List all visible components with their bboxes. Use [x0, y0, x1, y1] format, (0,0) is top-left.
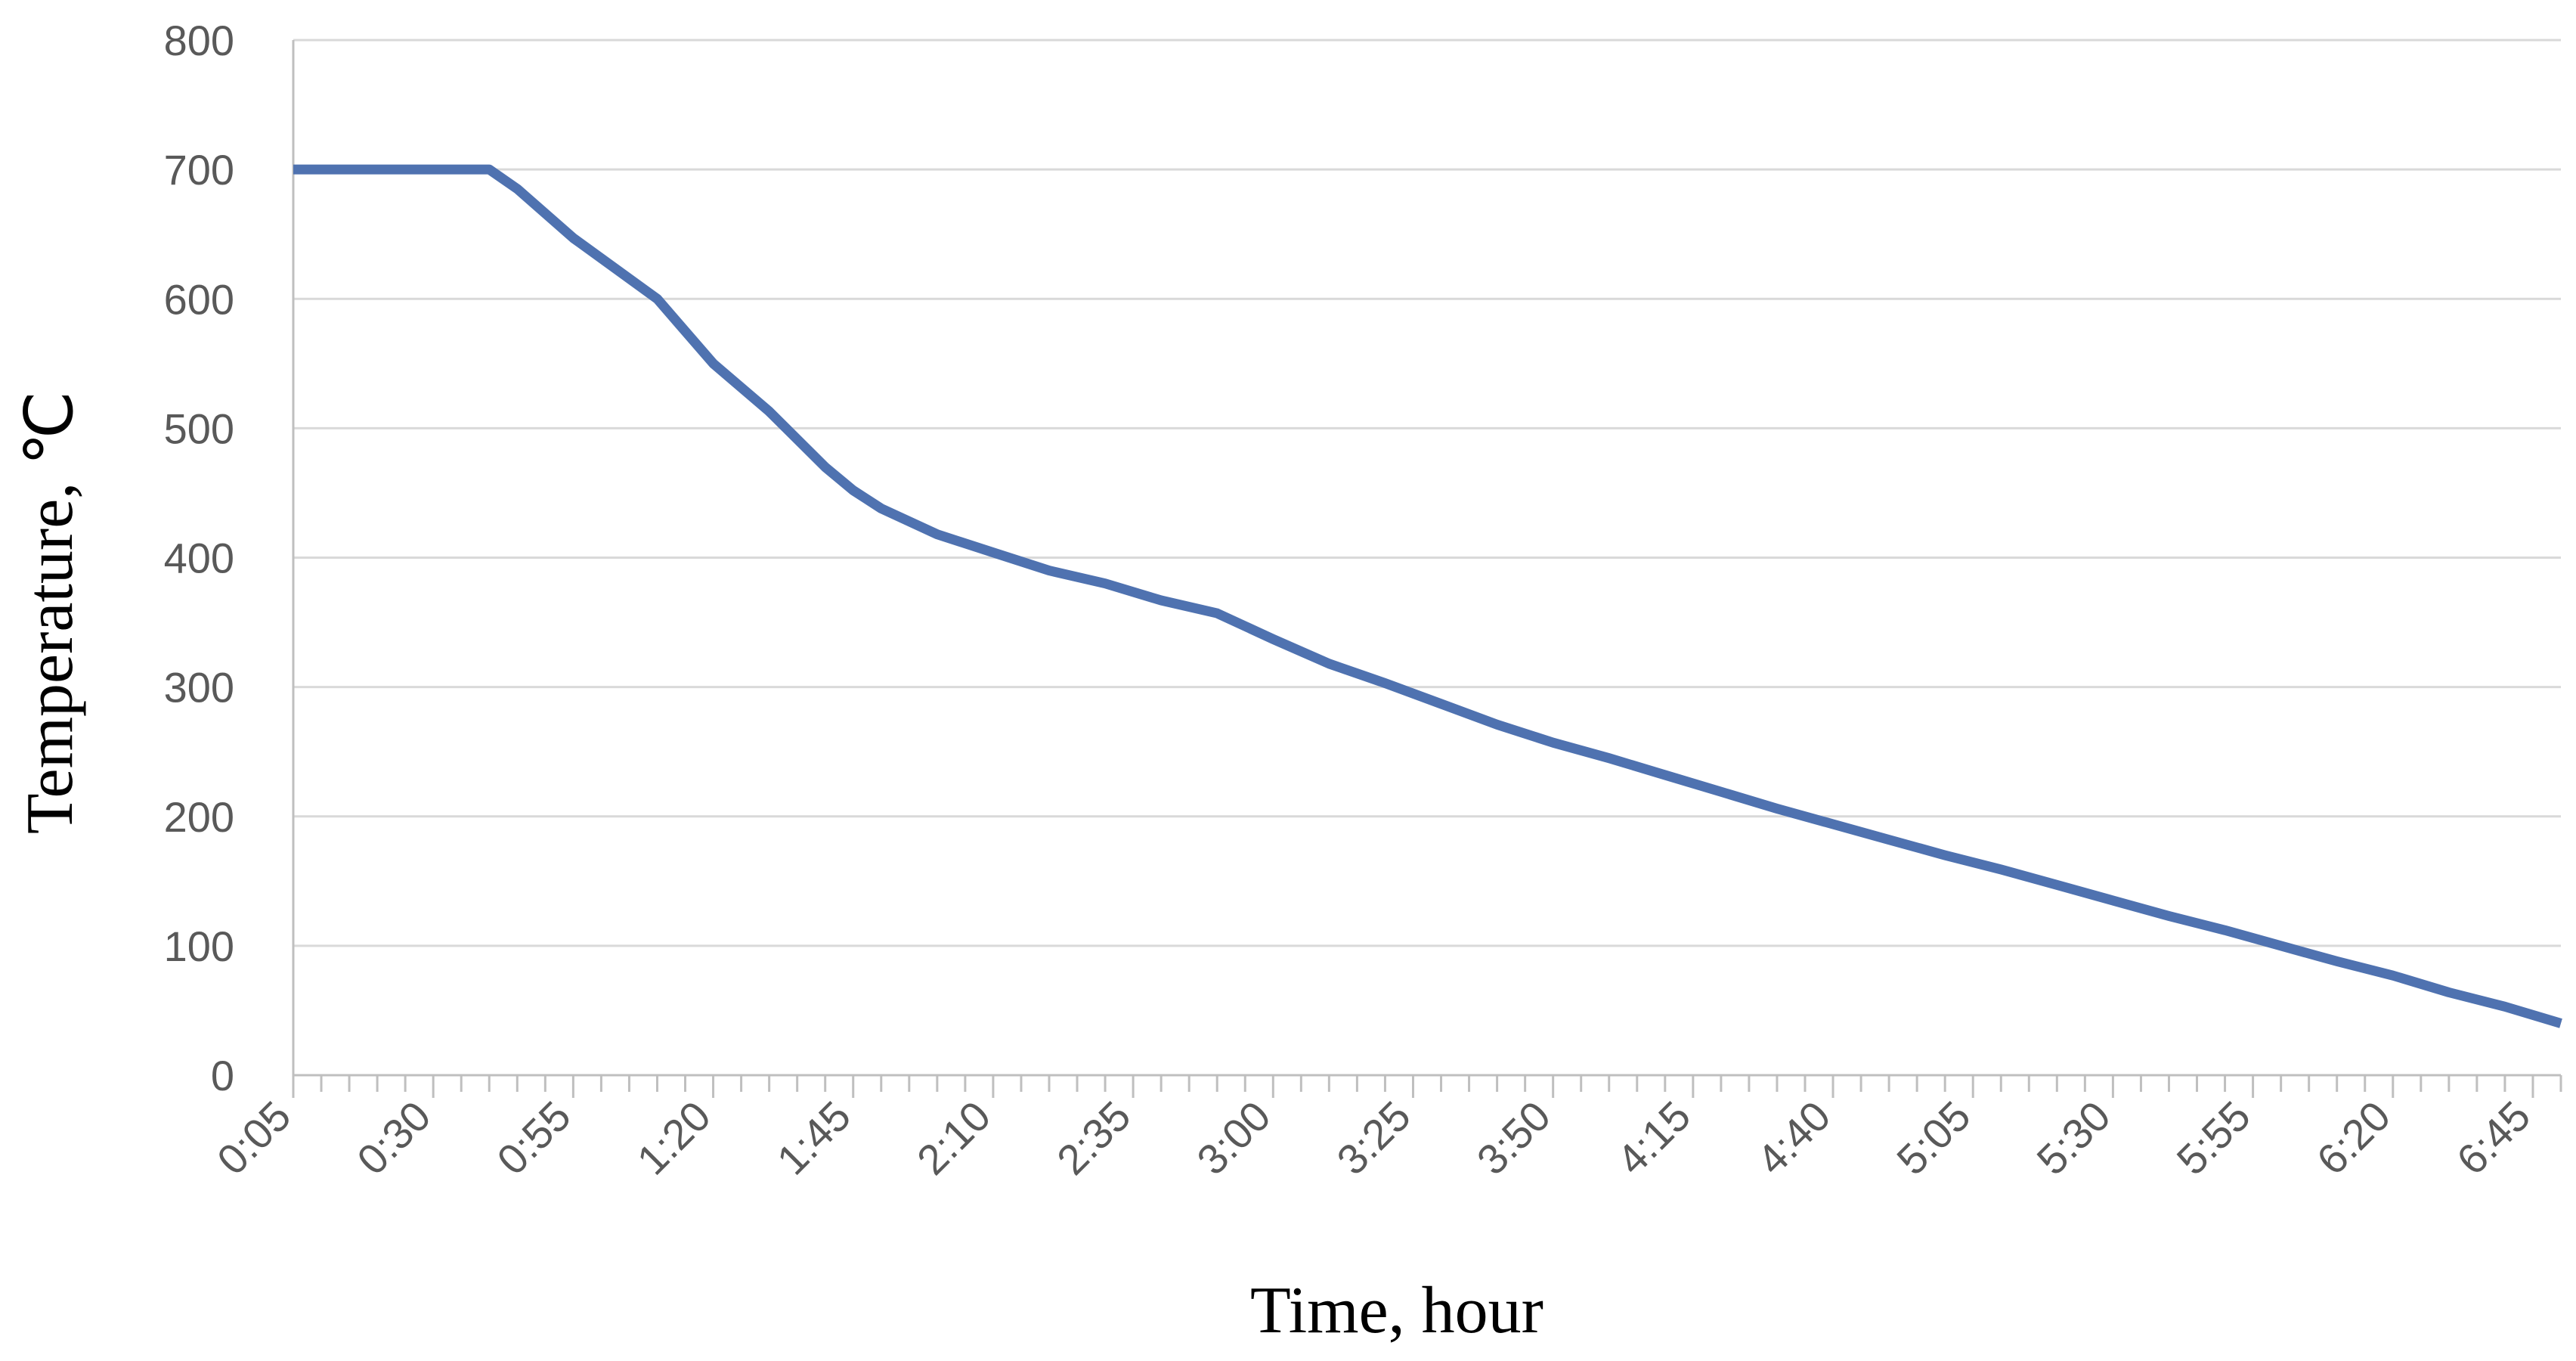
series [293, 164, 2562, 1028]
x-tick-label-3-50: 3:50 [1468, 1092, 1560, 1184]
gridlines [293, 39, 2561, 947]
y-tick-label-200: 200 [164, 793, 234, 841]
y-tick-labels: 0 100 200 300 400 500 600 700 800 [164, 17, 234, 1099]
y-tick-label-800: 800 [164, 17, 234, 64]
y-axis-title: Temperature, ℃ [14, 391, 87, 834]
x-tick-labels: 0:05 0:30 0:55 1:20 1:45 2:10 2:35 3:00 3:25 3:50… [208, 1092, 2540, 1184]
y-tick-label-600: 600 [164, 275, 234, 323]
x-tick-label-2-10: 2:10 [908, 1092, 1000, 1184]
x-tick-label-6-20: 6:20 [2308, 1092, 2400, 1184]
y-tick-label-100: 100 [164, 922, 234, 970]
y-tick-label-0: 0 [211, 1052, 234, 1099]
x-tick-label-4-40: 4:40 [1748, 1092, 1840, 1184]
x-tick-label-1-20: 1:20 [627, 1092, 720, 1184]
y-tick-label-400: 400 [164, 535, 234, 582]
x-tick-label-0-05: 0:05 [208, 1092, 300, 1184]
x-tick-label-1-45: 1:45 [768, 1092, 860, 1184]
x-axis-title: Time, hour [1250, 1274, 1543, 1347]
x-tick-label-3-00: 3:00 [1187, 1092, 1280, 1184]
y-tick-label-300: 300 [164, 664, 234, 712]
x-tick-label-5-55: 5:55 [2167, 1092, 2259, 1184]
series-line-0 [293, 164, 2562, 1028]
y-tick-label-700: 700 [164, 146, 234, 194]
axes [292, 40, 2562, 1098]
x-tick-label-0-30: 0:30 [348, 1092, 440, 1184]
y-tick-label-500: 500 [164, 405, 234, 452]
x-tick-label-5-05: 5:05 [1887, 1092, 1980, 1184]
x-tick-label-5-30: 5:30 [2027, 1092, 2119, 1184]
x-tick-label-3-25: 3:25 [1327, 1092, 1420, 1184]
x-tick-label-4-15: 4:15 [1608, 1092, 1700, 1184]
x-tick-label-2-35: 2:35 [1048, 1092, 1140, 1184]
x-tick-label-0-55: 0:55 [488, 1092, 580, 1184]
x-tick-label-6-45: 6:45 [2448, 1092, 2540, 1184]
